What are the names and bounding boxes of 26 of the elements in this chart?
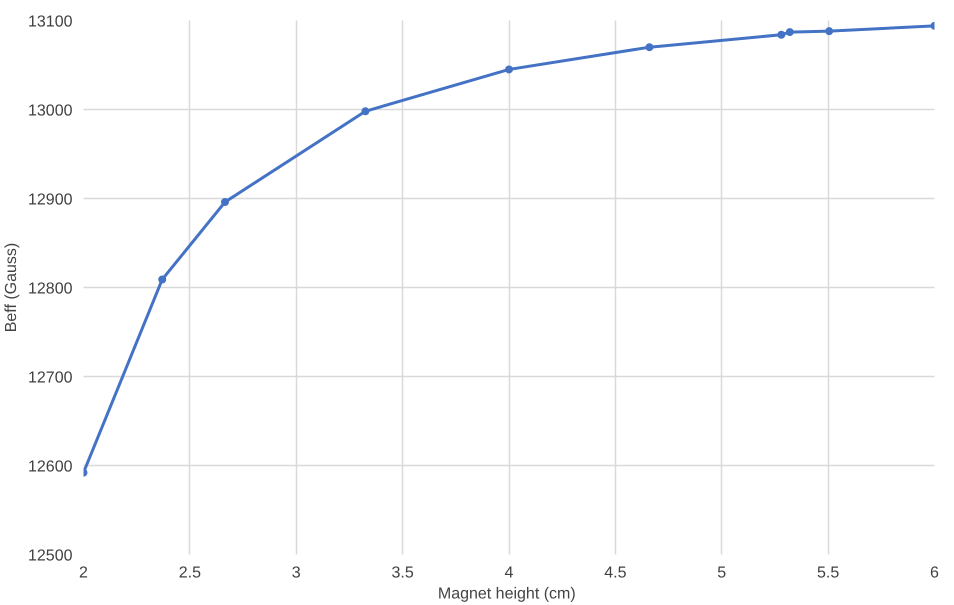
point: [220, 198, 229, 206]
y-tick-label: 12600: [28, 458, 73, 476]
point: [786, 28, 794, 36]
y-tick-label: 13100: [28, 14, 73, 30]
y-tick-label: 13000: [28, 102, 73, 120]
point: [158, 275, 166, 284]
x-tick-label: 3: [292, 564, 301, 582]
x-tick-label: 3.5: [392, 564, 414, 582]
y-tick-label: 12700: [28, 370, 73, 386]
point: [825, 27, 834, 36]
x-tick-label: 6: [930, 564, 940, 582]
x-tick-label: 4.5: [604, 564, 627, 582]
y-tick-label: 12800: [28, 280, 73, 298]
x-tick-label: 4: [504, 564, 514, 582]
point: [505, 65, 513, 74]
point: [361, 107, 370, 116]
point: [645, 43, 654, 52]
x-tick-label: 5: [717, 564, 726, 582]
x-tick-label: 5.5: [817, 564, 840, 582]
y-tick-label: 12500: [28, 548, 73, 564]
x-tick-label: 2.5: [178, 564, 202, 582]
x-axis-title: Magnet height (cm): [438, 586, 576, 602]
point: [777, 30, 786, 39]
x-tick-label: 2: [79, 564, 88, 582]
y-axis-title: Beff (Gauss): [3, 242, 20, 332]
y-tick-label: 12900: [28, 192, 73, 208]
